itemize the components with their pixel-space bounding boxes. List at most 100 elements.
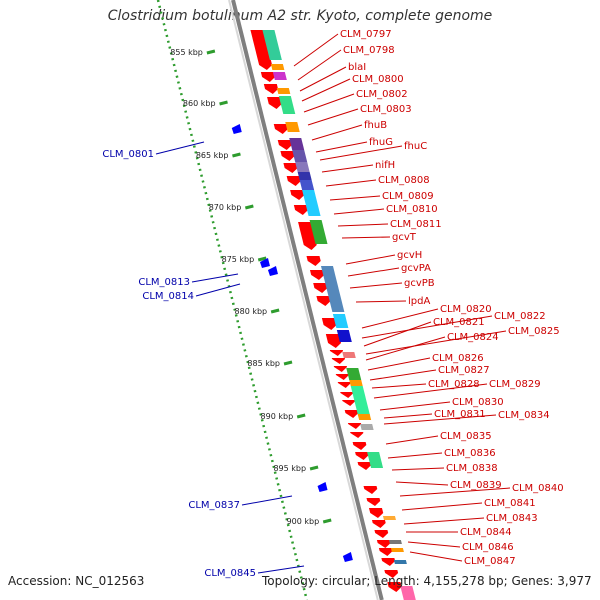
ruler-tick xyxy=(270,308,280,314)
label-leader xyxy=(345,254,396,265)
gene-arrow xyxy=(384,570,399,578)
gene-arrow xyxy=(277,140,292,150)
label-leader xyxy=(367,357,431,371)
gene-block xyxy=(390,548,404,552)
gene-label-forward: CLM_0797 xyxy=(340,29,392,40)
label-leader xyxy=(365,330,507,355)
label-leader xyxy=(365,336,446,361)
gene-block xyxy=(332,314,349,328)
ruler-tick-label: 885 kbp xyxy=(247,359,280,368)
label-leader xyxy=(361,308,439,329)
gene-block xyxy=(320,266,345,312)
gene-arrow xyxy=(344,410,359,418)
gene-block xyxy=(292,150,308,162)
gene-block xyxy=(350,386,371,416)
label-leader xyxy=(385,435,439,445)
gene-arrow xyxy=(378,548,393,556)
gene-label-forward: gcvH xyxy=(397,250,422,261)
accession-text: Accession: NC_012563 xyxy=(8,574,145,588)
gene-block xyxy=(270,64,285,70)
gene-arrow xyxy=(263,84,279,94)
gene-label-forward: CLM_0830 xyxy=(452,397,504,408)
gene-arrow-reverse xyxy=(317,482,328,492)
gene-label-forward: lpdA xyxy=(408,296,430,307)
gene-arrow xyxy=(250,30,273,70)
gene-label-forward: blaI xyxy=(348,62,366,73)
gene-label-forward: CLM_0808 xyxy=(378,175,430,186)
gene-label-reverse: CLM_0845 xyxy=(204,568,256,579)
label-leader xyxy=(355,300,407,303)
gene-arrow xyxy=(355,452,369,460)
gene-label-forward: CLM_0835 xyxy=(440,431,492,442)
gene-block xyxy=(346,368,362,380)
ruler-tick-label: 855 kbp xyxy=(170,48,203,57)
gene-arrow xyxy=(329,350,344,356)
ruler-tick-label: 895 kbp xyxy=(273,464,306,473)
gene-block xyxy=(336,330,352,342)
gene-arrow xyxy=(376,540,391,548)
gene-arrow-reverse xyxy=(259,258,270,268)
label-leader xyxy=(403,517,485,525)
label-leader xyxy=(347,267,400,277)
gene-arrow xyxy=(381,558,396,566)
ruler-tick xyxy=(296,413,306,419)
gene-block xyxy=(382,516,396,520)
gene-arrow xyxy=(280,151,295,161)
gene-label-forward: CLM_0840 xyxy=(512,483,564,494)
gene-label-forward: CLM_0834 xyxy=(498,410,550,421)
gene-label-forward: CLM_0798 xyxy=(343,45,395,56)
gene-block xyxy=(262,30,282,60)
gene-block xyxy=(302,190,321,216)
gene-label-forward: CLM_0809 xyxy=(382,191,434,202)
ruler-tick xyxy=(244,204,254,210)
gene-arrow xyxy=(371,520,386,528)
gene-arrow xyxy=(313,283,328,293)
ruler-tick xyxy=(309,465,319,471)
gene-label-forward: CLM_0800 xyxy=(352,74,404,85)
map-title: Clostridium botulinum A2 str. Kyoto, com… xyxy=(107,8,493,24)
label-leader xyxy=(369,369,437,381)
label-leader xyxy=(293,33,339,67)
gene-label-forward: CLM_0824 xyxy=(447,332,499,343)
gene-label-forward: fhuC xyxy=(404,141,427,152)
label-leader xyxy=(391,467,445,471)
gene-arrow xyxy=(363,486,378,494)
gene-arrow xyxy=(321,318,337,330)
gene-label-forward: CLM_0841 xyxy=(484,498,536,509)
gene-block xyxy=(278,96,296,114)
gene-arrow xyxy=(333,366,348,372)
gene-label-forward: CLM_0820 xyxy=(440,304,492,315)
gene-block xyxy=(367,452,384,468)
gene-label-forward: CLM_0847 xyxy=(464,556,516,567)
gene-label-forward: CLM_0828 xyxy=(428,379,480,390)
gene-label-forward: CLM_0822 xyxy=(494,311,546,322)
gene-label-forward: CLM_0821 xyxy=(433,317,485,328)
gene-label-forward: CLM_0827 xyxy=(438,365,490,376)
gene-arrow xyxy=(260,72,276,82)
gene-arrow xyxy=(286,176,301,186)
label-leader xyxy=(363,321,432,347)
gene-arrow xyxy=(267,97,282,109)
gene-arrow xyxy=(273,124,288,134)
ruler-tick-label: 870 kbp xyxy=(209,203,242,212)
label-leader xyxy=(337,223,389,227)
gene-arrow xyxy=(283,163,298,173)
gene-arrow xyxy=(331,358,346,364)
gene-block xyxy=(297,172,312,180)
gene-label-forward: CLM_0838 xyxy=(446,463,498,474)
gene-arrow xyxy=(340,392,354,398)
gene-arrow-reverse xyxy=(342,552,353,562)
gene-arrow xyxy=(316,296,331,306)
gene-block xyxy=(272,72,287,80)
gene-label-forward: CLM_0803 xyxy=(360,104,412,115)
gene-block xyxy=(285,122,300,132)
gene-label-forward: CLM_0844 xyxy=(460,527,512,538)
gene-block xyxy=(342,352,356,358)
gene-label-forward: gcvT xyxy=(392,232,417,243)
label-leader xyxy=(321,164,374,173)
gene-block xyxy=(309,220,328,244)
label-leader xyxy=(383,413,433,419)
gene-arrow xyxy=(293,205,309,215)
label-leader xyxy=(401,502,483,511)
